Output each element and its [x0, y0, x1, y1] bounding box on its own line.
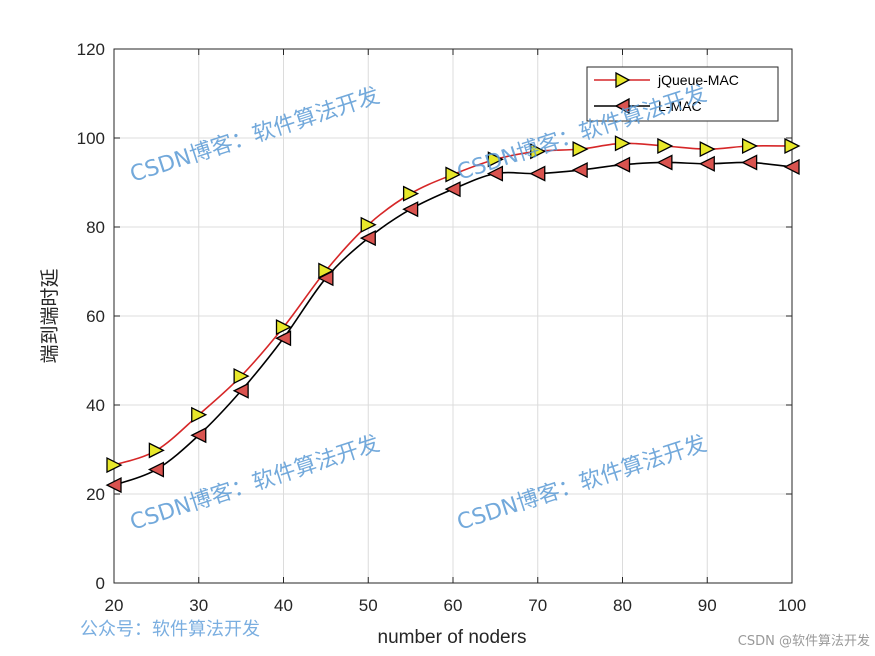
data-point-jqueue-mac: [487, 151, 504, 168]
data-point-l-mac: [232, 382, 249, 399]
data-point-jqueue-mac: [360, 216, 377, 233]
data-point-l-mac: [571, 161, 588, 179]
data-point-jqueue-mac: [402, 185, 420, 202]
series-layer: [105, 135, 801, 494]
data-point-l-mac: [105, 477, 122, 494]
legend: jQueue-MAC L-MAC: [586, 66, 779, 122]
x-tick-label: 90: [698, 596, 717, 615]
data-point-jqueue-mac: [148, 442, 165, 459]
data-point-l-mac: [402, 201, 419, 218]
data-point-jqueue-mac: [741, 137, 759, 155]
data-point-jqueue-mac: [191, 406, 208, 423]
data-point-l-mac: [529, 165, 546, 182]
y-tick-label: 80: [86, 218, 105, 237]
y-tick-label: 120: [77, 40, 105, 59]
data-point-jqueue-mac: [614, 135, 631, 152]
data-point-l-mac: [190, 427, 207, 444]
data-point-l-mac: [741, 154, 758, 171]
x-tick-label: 80: [613, 596, 632, 615]
data-point-l-mac: [656, 154, 673, 171]
wechat-footer: 公众号：软件算法开发: [80, 619, 260, 640]
data-point-jqueue-mac: [275, 319, 292, 336]
data-point-l-mac: [698, 155, 715, 172]
data-point-l-mac: [486, 165, 504, 182]
series-jqueue-mac: [106, 135, 801, 474]
data-point-jqueue-mac: [106, 457, 123, 474]
data-point-jqueue-mac: [657, 137, 674, 155]
x-tick-label: 30: [189, 596, 208, 615]
data-point-jqueue-mac: [572, 141, 589, 158]
x-tick-label: 100: [778, 596, 806, 615]
y-tick-label: 20: [86, 485, 105, 504]
y-tick-label: 40: [86, 396, 105, 415]
data-point-l-mac: [275, 330, 292, 347]
data-point-l-mac: [359, 230, 376, 247]
csdn-footer: CSDN @软件算法开发: [738, 633, 870, 649]
data-point-l-mac: [444, 181, 461, 198]
legend-marker-jqueue: [615, 71, 631, 89]
y-tick-label: 60: [86, 307, 105, 326]
x-tick-label: 20: [105, 596, 124, 615]
x-tick-label: 40: [274, 596, 293, 615]
series-l-mac: [105, 154, 800, 494]
legend-label-jqueue: jQueue-MAC: [657, 72, 739, 88]
data-point-l-mac: [783, 158, 800, 175]
legend-label-lmac: L-MAC: [658, 98, 702, 114]
x-tick-label: 70: [528, 596, 547, 615]
x-axis-title: number of noders: [378, 627, 527, 648]
legend-marker-lmac: [614, 97, 630, 115]
x-tick-label: 60: [444, 596, 463, 615]
data-point-jqueue-mac: [784, 137, 801, 155]
y-axis-title: 端到端时延: [39, 268, 61, 363]
x-tick-label: 50: [359, 596, 378, 615]
data-point-l-mac: [147, 461, 165, 478]
y-tick-label: 100: [77, 129, 105, 148]
data-point-jqueue-mac: [233, 368, 250, 385]
data-point-jqueue-mac: [445, 166, 462, 183]
y-tick-label: 0: [96, 574, 105, 593]
data-point-l-mac: [614, 156, 631, 173]
data-point-l-mac: [317, 270, 334, 287]
data-point-jqueue-mac: [530, 143, 547, 160]
data-point-jqueue-mac: [699, 141, 716, 158]
